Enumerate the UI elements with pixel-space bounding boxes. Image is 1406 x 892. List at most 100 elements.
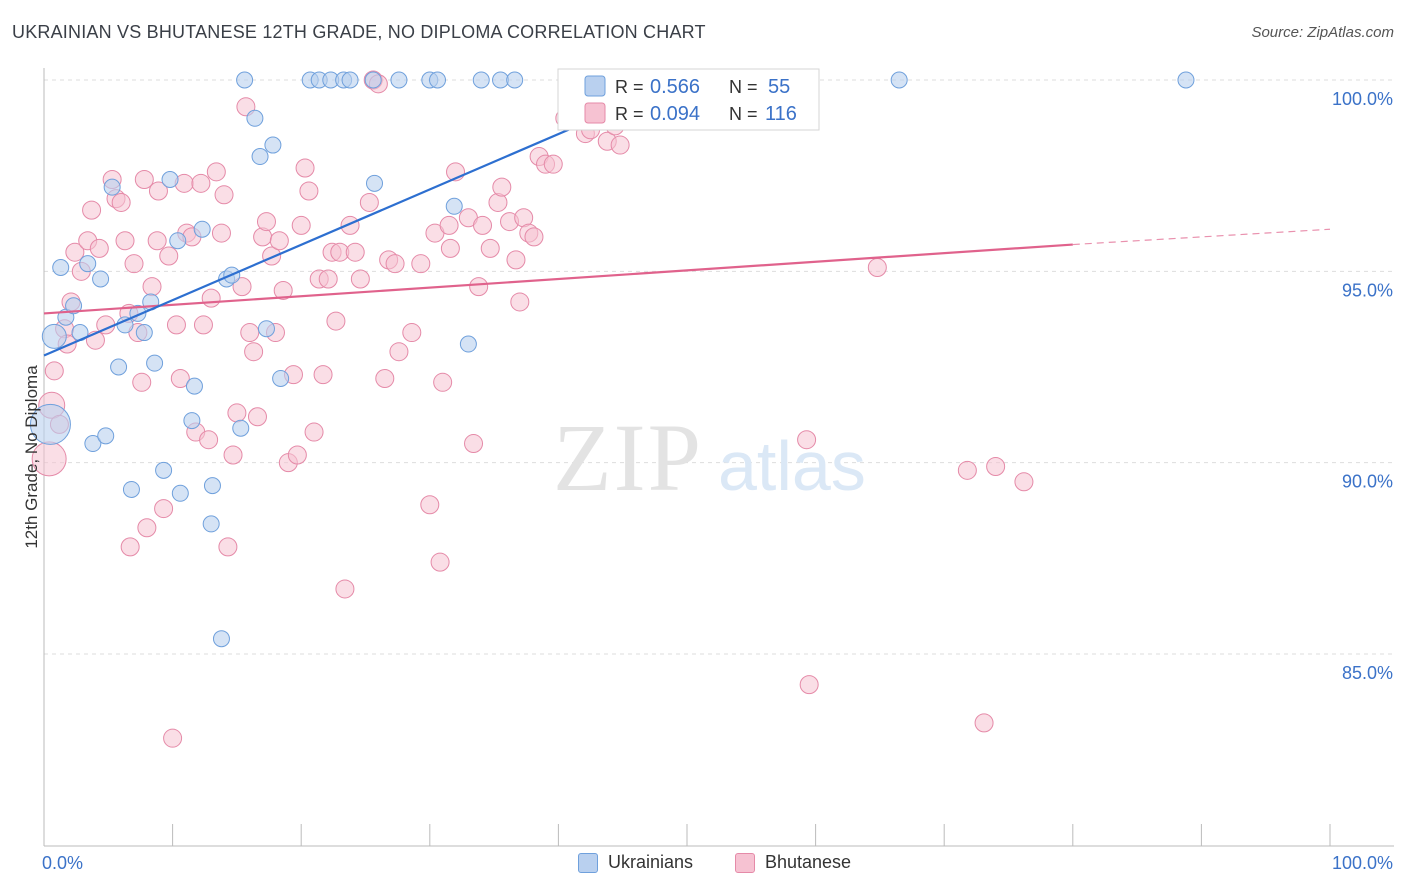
bhutanese-point [974, 713, 994, 733]
ukrainian-point [272, 369, 290, 387]
legend-r-value-2: 0.094 [650, 103, 700, 125]
ukrainian-point [212, 630, 230, 648]
bhutanese-point [345, 242, 365, 262]
x-tick-label: 0.0% [42, 853, 83, 873]
watermark: ZIP atlas [553, 404, 866, 511]
bhutanese-point [211, 223, 231, 243]
ukrainian-point [246, 109, 264, 127]
x-tick-label: 100.0% [1332, 853, 1393, 873]
ukrainian-point [92, 270, 110, 288]
ukrainian-point [193, 220, 211, 238]
ukrainian-points [29, 71, 1195, 648]
bhutanese-point [142, 277, 162, 297]
grid-lines [44, 79, 1394, 655]
bhutanese-point [304, 422, 324, 442]
bhutanese-point [227, 403, 247, 423]
bottom-legend-bhutanese[interactable]: Bhutanese [735, 852, 851, 873]
axes [43, 68, 1394, 847]
ukrainian-point [155, 461, 173, 479]
bhutanese-point [44, 361, 64, 381]
bhutanese-point [295, 158, 315, 178]
bottom-legend-label-bhutanese: Bhutanese [765, 852, 852, 872]
bhutanese-point [232, 277, 252, 297]
bhutanese-point [166, 315, 186, 335]
bhutanese-point [199, 430, 219, 450]
bhutanese-point [299, 181, 319, 201]
bhutanese-point [206, 162, 226, 182]
ukrainian-point [445, 197, 463, 215]
ukrainian-point [65, 297, 83, 315]
x-tick-labels: 0.0% 100.0% [42, 853, 1393, 873]
ukrainian-point [472, 71, 490, 89]
y-tick-label: 85.0% [1342, 663, 1393, 683]
bhutanese-point [986, 456, 1006, 476]
bhutanese-point [510, 292, 530, 312]
ukrainian-point [232, 419, 250, 437]
bhutanese-point [492, 177, 512, 197]
bhutanese-point [218, 537, 238, 557]
ukrainian-point [103, 178, 121, 196]
bhutanese-point [111, 192, 131, 212]
bhutanese-point [273, 280, 293, 300]
ukrainian-point [185, 377, 203, 395]
y-tick-labels: 85.0% 90.0% 95.0% 100.0% [1332, 89, 1393, 683]
ukrainian-point [264, 136, 282, 154]
legend-n-label-1: N = [729, 77, 758, 97]
ukrainian-point [890, 71, 908, 89]
ukrainian-point [41, 323, 67, 349]
bottom-legend-ukrainians[interactable]: Ukrainians [578, 852, 693, 873]
bhutanese-point [402, 323, 422, 343]
bhutanese-point [411, 254, 431, 274]
ukrainian-point [341, 71, 359, 89]
ukrainian-point [135, 324, 153, 342]
ukrainian-point [84, 435, 102, 453]
bhutanese-point [170, 368, 190, 388]
trend-lines [43, 94, 1331, 357]
bhutanese-point [291, 215, 311, 235]
bhutanese-point [148, 181, 168, 201]
bhutanese-point [147, 231, 167, 251]
bhutanese-point [375, 368, 395, 388]
bhutanese-point [440, 238, 460, 258]
ukrainian-point [429, 71, 447, 89]
bhutanese-point [214, 185, 234, 205]
ukrainian-point [52, 259, 70, 277]
bhutanese-point [137, 518, 157, 538]
bhutanese-point [433, 372, 453, 392]
ukrainian-point [492, 71, 510, 89]
ukrainian-point [1177, 71, 1195, 89]
bhutanese-point [134, 169, 154, 189]
bhutanese-point [82, 200, 102, 220]
bhutanese-point [132, 372, 152, 392]
bhutanese-point [1014, 472, 1034, 492]
source-label: Source: ZipAtlas.com [1251, 24, 1394, 41]
bhutanese-point [420, 495, 440, 515]
bhutanese-point [65, 242, 85, 262]
y-tick-label: 100.0% [1332, 89, 1393, 109]
bhutanese-point [163, 728, 183, 748]
bhutanese-point [193, 315, 213, 335]
bottom-legend: Ukrainians Bhutanese [0, 852, 1406, 878]
bhutanese-point [256, 212, 276, 232]
bhutanese-point [247, 407, 267, 427]
bhutanese-point [287, 445, 307, 465]
bhutanese-point [318, 269, 338, 289]
ukrainian-point [29, 403, 71, 445]
ukrainian-point [251, 148, 269, 166]
ukrainian-point [202, 515, 220, 533]
ukrainian-trend-line [43, 94, 649, 357]
bhutanese-point [313, 365, 333, 385]
bhutanese-point [154, 499, 174, 519]
bhutanese-point [120, 537, 140, 557]
ukrainian-point [366, 174, 384, 192]
bhutanese-point [350, 269, 370, 289]
bhutanese-point [326, 311, 346, 331]
bhutanese-point [223, 445, 243, 465]
bhutanese-point [385, 254, 405, 274]
ukrainian-point [146, 354, 164, 372]
bhutanese-point [469, 277, 489, 297]
bhutanese-trend-extension [1072, 228, 1331, 246]
bhutanese-swatch [735, 852, 755, 873]
y-tick-label: 90.0% [1342, 472, 1393, 492]
